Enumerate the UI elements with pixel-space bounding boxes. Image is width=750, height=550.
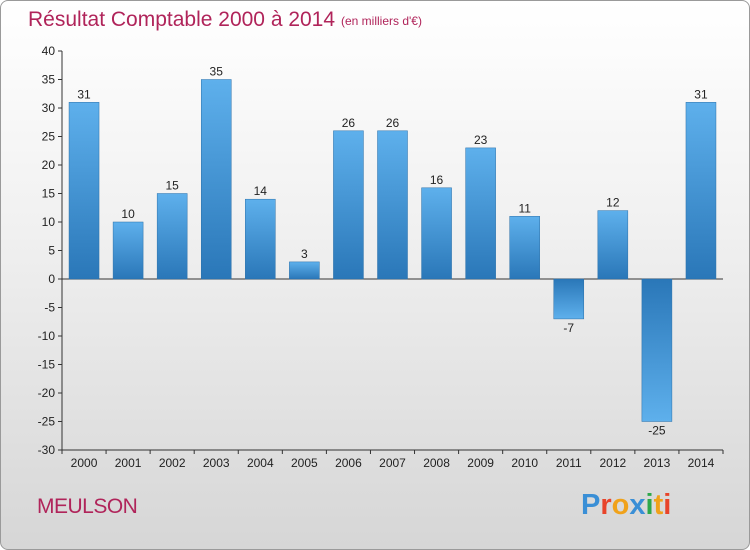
bar-2013 bbox=[641, 278, 673, 422]
data-label-2013: -25 bbox=[648, 424, 666, 438]
proxiti-logo[interactable]: Proxiti bbox=[581, 489, 672, 521]
y-tick-label: -15 bbox=[38, 358, 56, 372]
data-label-2011: -7 bbox=[563, 321, 574, 335]
data-label-2007: 26 bbox=[386, 116, 400, 130]
x-tick-label: 2001 bbox=[115, 456, 142, 470]
y-tick-label: 40 bbox=[42, 44, 56, 58]
data-label-2005: 3 bbox=[301, 247, 308, 261]
bar-2006 bbox=[333, 130, 364, 280]
bar-2002 bbox=[156, 193, 188, 280]
y-tick-label: 10 bbox=[42, 215, 56, 229]
bar-2012 bbox=[597, 210, 629, 280]
y-tick-label: 20 bbox=[42, 158, 56, 172]
x-tick-label: 2003 bbox=[203, 456, 230, 470]
data-label-2009: 23 bbox=[474, 133, 488, 147]
y-tick-label: -5 bbox=[44, 301, 55, 315]
data-label-2006: 26 bbox=[342, 116, 356, 130]
x-tick-label: 2006 bbox=[335, 456, 362, 470]
x-tick-label: 2008 bbox=[423, 456, 450, 470]
data-label-2002: 15 bbox=[165, 179, 179, 193]
x-tick-label: 2005 bbox=[291, 456, 318, 470]
data-label-2012: 12 bbox=[606, 196, 620, 210]
y-tick-label: -30 bbox=[38, 443, 56, 457]
bar-2014 bbox=[685, 102, 717, 280]
x-tick-label: 2013 bbox=[644, 456, 671, 470]
bar-2007 bbox=[377, 130, 408, 280]
y-tick-label: 30 bbox=[42, 101, 56, 115]
data-label-2014: 31 bbox=[694, 87, 708, 101]
bar-2000 bbox=[68, 102, 100, 280]
data-label-2010: 11 bbox=[518, 201, 531, 215]
data-label-2004: 14 bbox=[254, 184, 268, 198]
bar-2008 bbox=[421, 187, 452, 280]
x-tick-label: 2011 bbox=[556, 456, 582, 470]
y-tick-label: 5 bbox=[48, 244, 55, 258]
x-tick-label: 2007 bbox=[379, 456, 406, 470]
chart-title: Résultat Comptable 2000 à 2014 bbox=[28, 8, 336, 31]
bar-2003 bbox=[200, 79, 232, 280]
data-label-2003: 35 bbox=[210, 65, 224, 79]
x-tick-label: 2000 bbox=[71, 456, 98, 470]
y-tick-label: 35 bbox=[42, 73, 56, 87]
y-tick-label: 25 bbox=[42, 130, 56, 144]
y-tick-label: -10 bbox=[38, 329, 56, 343]
x-tick-label: 2014 bbox=[688, 456, 715, 470]
bar-2009 bbox=[465, 147, 496, 280]
x-tick-label: 2004 bbox=[247, 456, 274, 470]
bars-group bbox=[68, 79, 717, 422]
y-tick-label: 15 bbox=[42, 187, 56, 201]
y-tick-label: -20 bbox=[38, 386, 56, 400]
y-tick-label: -25 bbox=[38, 415, 56, 429]
data-label-2001: 10 bbox=[121, 207, 135, 221]
bar-2001 bbox=[112, 221, 144, 280]
x-tick-label: 2002 bbox=[159, 456, 186, 470]
x-tick-label: 2012 bbox=[599, 456, 626, 470]
bar-2004 bbox=[245, 198, 276, 280]
x-tick-label: 2010 bbox=[511, 456, 538, 470]
bar-2011 bbox=[553, 278, 585, 320]
y-tick-label: 0 bbox=[48, 272, 55, 286]
labels-group: 2000 31 2001 10 2002 15 2003 35 2004 14 2005 3 2006 2… bbox=[71, 65, 715, 471]
bar-2005 bbox=[289, 261, 320, 280]
city-name: MEULSON bbox=[37, 495, 138, 518]
chart-subtitle: (en milliers d'€) bbox=[341, 14, 422, 28]
data-label-2000: 31 bbox=[77, 87, 91, 101]
data-label-2008: 16 bbox=[430, 173, 444, 187]
x-tick-label: 2009 bbox=[467, 456, 494, 470]
bar-2010 bbox=[509, 216, 540, 280]
